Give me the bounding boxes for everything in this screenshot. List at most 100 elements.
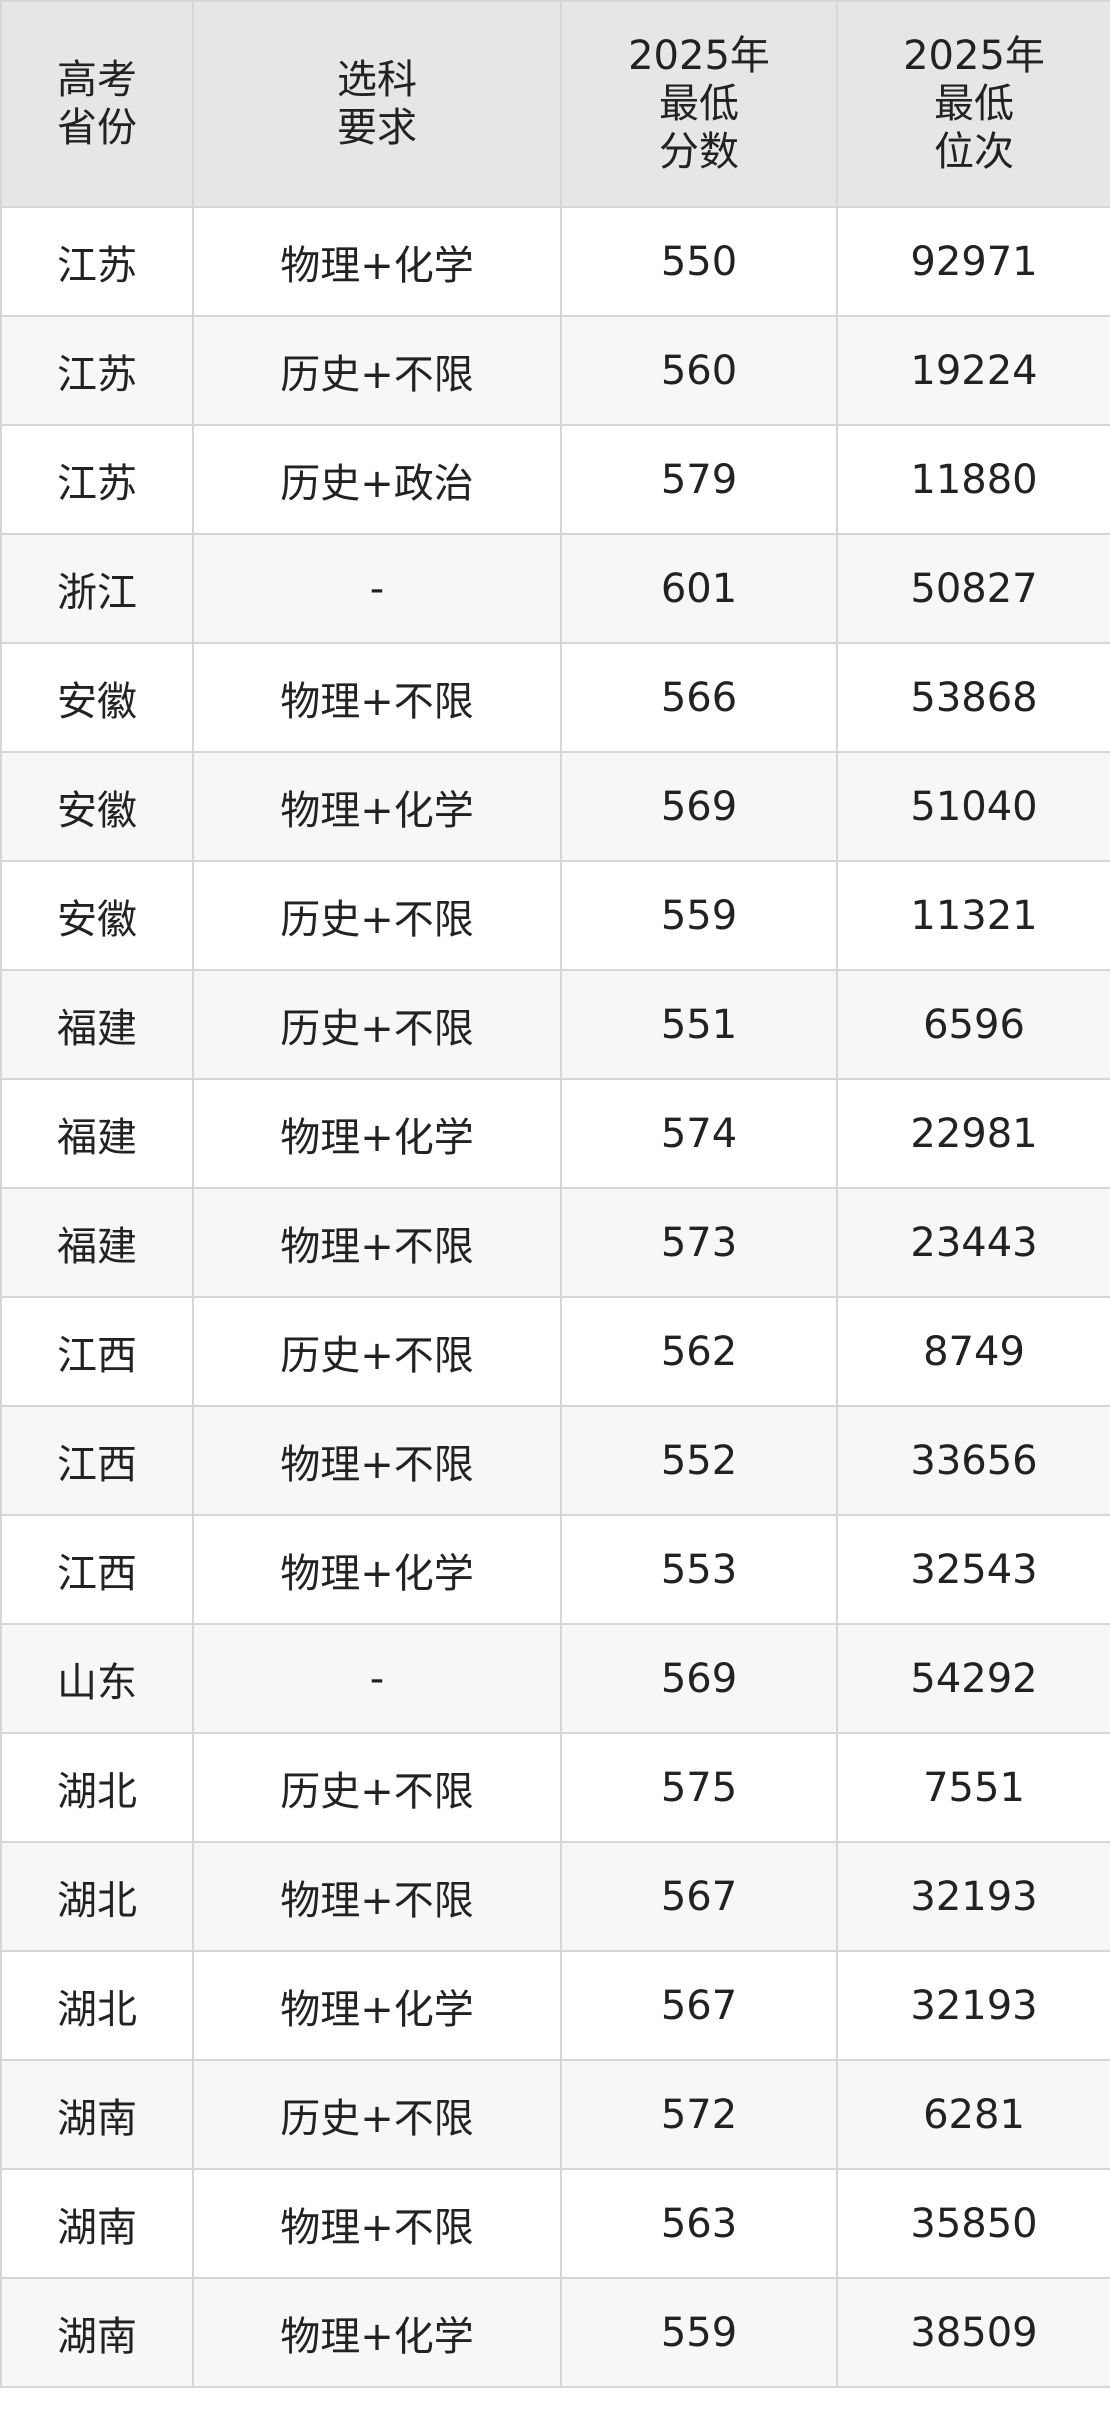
- table-row: 湖南 历史+不限 572 6281: [0, 2059, 1110, 2170]
- table-cell: 物理+不限: [192, 1841, 562, 1952]
- table-cell: 50827: [836, 533, 1110, 644]
- table-cell: 32543: [836, 1514, 1110, 1625]
- header-cell: 2025年 最低 分数: [560, 0, 838, 208]
- table-cell: 22981: [836, 1078, 1110, 1189]
- table-cell: 32193: [836, 1841, 1110, 1952]
- table-row: 湖南 物理+化学 559 38509: [0, 2277, 1110, 2388]
- header-cell: 高考 省份: [0, 0, 194, 208]
- header-cell: 2025年 最低 位次: [836, 0, 1110, 208]
- table-cell: 浙江: [0, 533, 194, 644]
- table-row: 江西 物理+不限 552 33656: [0, 1405, 1110, 1516]
- table-cell: 575: [560, 1732, 838, 1843]
- table-cell: 物理+化学: [192, 1514, 562, 1625]
- table-cell: 历史+不限: [192, 860, 562, 971]
- table-cell: 历史+不限: [192, 969, 562, 1080]
- table-cell: 福建: [0, 1187, 194, 1298]
- table-cell: 33656: [836, 1405, 1110, 1516]
- table-cell: 579: [560, 424, 838, 535]
- table-cell: 江苏: [0, 206, 194, 317]
- table-row: 浙江 -601 50827: [0, 533, 1110, 644]
- table-cell: 559: [560, 2277, 838, 2388]
- table-cell: -: [192, 533, 562, 644]
- table-cell: 560: [560, 315, 838, 426]
- table-cell: 物理+不限: [192, 1405, 562, 1516]
- table-row: 安徽 历史+不限 559 11321: [0, 860, 1110, 971]
- table-cell: 569: [560, 1623, 838, 1734]
- table-cell: 福建: [0, 1078, 194, 1189]
- table-cell: 551: [560, 969, 838, 1080]
- header-row: 高考 省份 选科 要求 2025年 最低 分数 2025年 最低 位次: [0, 0, 1110, 208]
- table-cell: 35850: [836, 2168, 1110, 2279]
- table-row: 湖南 物理+不限 563 35850: [0, 2168, 1110, 2279]
- table-cell: 92971: [836, 206, 1110, 317]
- table-cell: 江苏: [0, 315, 194, 426]
- table-cell: 23443: [836, 1187, 1110, 1298]
- table-cell: 历史+不限: [192, 2059, 562, 2170]
- table-cell: 历史+不限: [192, 1732, 562, 1843]
- table-cell: -: [192, 1623, 562, 1734]
- table-cell: 566: [560, 642, 838, 753]
- table-row: 江苏 物理+化学 550 92971: [0, 206, 1110, 317]
- table-cell: 51040: [836, 751, 1110, 862]
- table-row: 福建 物理+不限 573 23443: [0, 1187, 1110, 1298]
- table-cell: 湖北: [0, 1841, 194, 1952]
- table-cell: 物理+化学: [192, 206, 562, 317]
- table-cell: 湖南: [0, 2168, 194, 2279]
- table-row: 湖北 物理+不限 567 32193: [0, 1841, 1110, 1952]
- table-cell: 江西: [0, 1405, 194, 1516]
- table-cell: 江西: [0, 1514, 194, 1625]
- table-cell: 562: [560, 1296, 838, 1407]
- table-body: 江苏 物理+化学 550 92971 江苏 历史+不限 560 19224 江苏 历史+政治 579…: [0, 206, 1110, 2388]
- table-row: 福建 历史+不限 551 6596: [0, 969, 1110, 1080]
- table-cell: 569: [560, 751, 838, 862]
- table-cell: 6596: [836, 969, 1110, 1080]
- table-cell: 553: [560, 1514, 838, 1625]
- table-cell: 福建: [0, 969, 194, 1080]
- table-row: 山东 -569 54292: [0, 1623, 1110, 1734]
- table-row: 湖北 历史+不限 575 7551: [0, 1732, 1110, 1843]
- table-cell: 物理+化学: [192, 2277, 562, 2388]
- table-cell: 物理+不限: [192, 1187, 562, 1298]
- table-cell: 11321: [836, 860, 1110, 971]
- table-cell: 32193: [836, 1950, 1110, 2061]
- table-cell: 11880: [836, 424, 1110, 535]
- table-cell: 6281: [836, 2059, 1110, 2170]
- table-cell: 563: [560, 2168, 838, 2279]
- table-cell: 567: [560, 1950, 838, 2061]
- table-cell: 物理+不限: [192, 642, 562, 753]
- table-cell: 湖北: [0, 1732, 194, 1843]
- table-cell: 573: [560, 1187, 838, 1298]
- table-cell: 安徽: [0, 642, 194, 753]
- table-cell: 物理+化学: [192, 1950, 562, 2061]
- table-cell: 54292: [836, 1623, 1110, 1734]
- table-cell: 19224: [836, 315, 1110, 426]
- table-cell: 安徽: [0, 860, 194, 971]
- table-cell: 559: [560, 860, 838, 971]
- table-cell: 8749: [836, 1296, 1110, 1407]
- table-cell: 江西: [0, 1296, 194, 1407]
- table-cell: 历史+不限: [192, 1296, 562, 1407]
- table-cell: 物理+化学: [192, 1078, 562, 1189]
- table-cell: 601: [560, 533, 838, 644]
- table-cell: 物理+不限: [192, 2168, 562, 2279]
- table-row: 江苏 历史+政治 579 11880: [0, 424, 1110, 535]
- table-cell: 江苏: [0, 424, 194, 535]
- table-row: 江西 物理+化学 553 32543: [0, 1514, 1110, 1625]
- table-row: 安徽 物理+化学 569 51040: [0, 751, 1110, 862]
- table-row: 江西 历史+不限 562 8749: [0, 1296, 1110, 1407]
- table-cell: 552: [560, 1405, 838, 1516]
- table-row: 湖北 物理+化学 567 32193: [0, 1950, 1110, 2061]
- header-cell: 选科 要求: [192, 0, 562, 208]
- table-row: 江苏 历史+不限 560 19224: [0, 315, 1110, 426]
- table-cell: 历史+不限: [192, 315, 562, 426]
- table-cell: 物理+化学: [192, 751, 562, 862]
- table-cell: 湖南: [0, 2059, 194, 2170]
- table-cell: 53868: [836, 642, 1110, 753]
- table-row: 安徽 物理+不限 566 53868: [0, 642, 1110, 753]
- table-cell: 550: [560, 206, 838, 317]
- table-cell: 湖北: [0, 1950, 194, 2061]
- table-cell: 38509: [836, 2277, 1110, 2388]
- table-header: 高考 省份 选科 要求 2025年 最低 分数 2025年 最低 位次: [0, 0, 1110, 208]
